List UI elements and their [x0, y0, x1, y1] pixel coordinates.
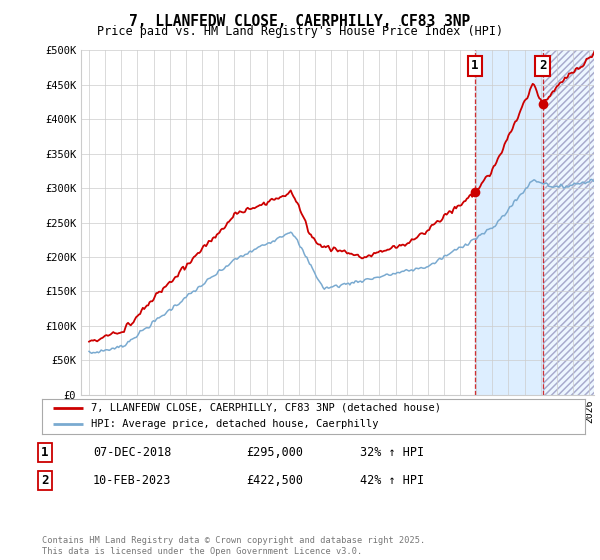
Line: HPI: Average price, detached house, Caerphilly: HPI: Average price, detached house, Caer…: [89, 179, 596, 353]
7, LLANFEDW CLOSE, CAERPHILLY, CF83 3NP (detached house): [574, 64, 581, 71]
Text: 32% ↑ HPI: 32% ↑ HPI: [360, 446, 424, 459]
HPI: Average price, detached house, Caerphilly: (2e+03, 6.54e+04): Average price, detached house, Caerphill…: [103, 347, 110, 353]
7, LLANFEDW CLOSE, CAERPHILLY, CF83 3NP (detached house): [568, 69, 575, 76]
Text: 1: 1: [41, 446, 49, 459]
Text: 7, LLANFEDW CLOSE, CAERPHILLY, CF83 3NP: 7, LLANFEDW CLOSE, CAERPHILLY, CF83 3NP: [130, 14, 470, 29]
7, LLANFEDW CLOSE, CAERPHILLY, CF83 3NP (detached house): [85, 338, 92, 345]
HPI: Average price, detached house, Caerphilly: (2.03e+03, 3.07e+05): Average price, detached house, Caerphill…: [575, 180, 582, 187]
HPI: Average price, detached house, Caerphilly: (2.03e+03, 3.13e+05): Average price, detached house, Caerphill…: [588, 176, 595, 183]
Text: 1: 1: [471, 59, 479, 72]
Text: Contains HM Land Registry data © Crown copyright and database right 2025.
This d: Contains HM Land Registry data © Crown c…: [42, 536, 425, 556]
Text: 42% ↑ HPI: 42% ↑ HPI: [360, 474, 424, 487]
Bar: [475, 50, 542, 395]
Text: £422,500: £422,500: [246, 474, 303, 487]
7, LLANFEDW CLOSE, CAERPHILLY, CF83 3NP (detached house): [286, 189, 293, 195]
Bar: [542, 50, 594, 395]
Text: 07-DEC-2018: 07-DEC-2018: [93, 446, 172, 459]
HPI: Average price, detached house, Caerphilly: (2.01e+03, 2.36e+05): Average price, detached house, Caerphill…: [287, 229, 295, 236]
HPI: Average price, detached house, Caerphilly: (2.03e+03, 3.12e+05): Average price, detached house, Caerphill…: [592, 176, 599, 183]
HPI: Average price, detached house, Caerphilly: (2.02e+03, 3.05e+05): Average price, detached house, Caerphill…: [569, 181, 577, 188]
Text: 10-FEB-2023: 10-FEB-2023: [93, 474, 172, 487]
Text: £295,000: £295,000: [246, 446, 303, 459]
Bar: [542, 50, 594, 395]
Text: 2: 2: [41, 474, 49, 487]
7, LLANFEDW CLOSE, CAERPHILLY, CF83 3NP (detached house): [592, 46, 599, 53]
Text: 7, LLANFEDW CLOSE, CAERPHILLY, CF83 3NP (detached house): 7, LLANFEDW CLOSE, CAERPHILLY, CF83 3NP …: [91, 403, 441, 413]
Text: HPI: Average price, detached house, Caerphilly: HPI: Average price, detached house, Caer…: [91, 419, 379, 429]
HPI: Average price, detached house, Caerphilly: (2e+03, 6.3e+04): Average price, detached house, Caerphill…: [85, 348, 92, 354]
Text: Price paid vs. HM Land Registry's House Price Index (HPI): Price paid vs. HM Land Registry's House …: [97, 25, 503, 38]
HPI: Average price, detached house, Caerphilly: (2.01e+03, 1.79e+05): Average price, detached house, Caerphill…: [400, 268, 407, 275]
7, LLANFEDW CLOSE, CAERPHILLY, CF83 3NP (detached house): [101, 332, 109, 339]
Line: 7, LLANFEDW CLOSE, CAERPHILLY, CF83 3NP (detached house): 7, LLANFEDW CLOSE, CAERPHILLY, CF83 3NP …: [89, 50, 596, 342]
7, LLANFEDW CLOSE, CAERPHILLY, CF83 3NP (detached house): [365, 252, 372, 259]
HPI: Average price, detached house, Caerphilly: (2e+03, 6.02e+04): Average price, detached house, Caerphill…: [88, 350, 95, 357]
Text: 2: 2: [539, 59, 547, 72]
HPI: Average price, detached house, Caerphilly: (2.01e+03, 1.68e+05): Average price, detached house, Caerphill…: [367, 276, 374, 283]
7, LLANFEDW CLOSE, CAERPHILLY, CF83 3NP (detached house): [398, 241, 406, 248]
